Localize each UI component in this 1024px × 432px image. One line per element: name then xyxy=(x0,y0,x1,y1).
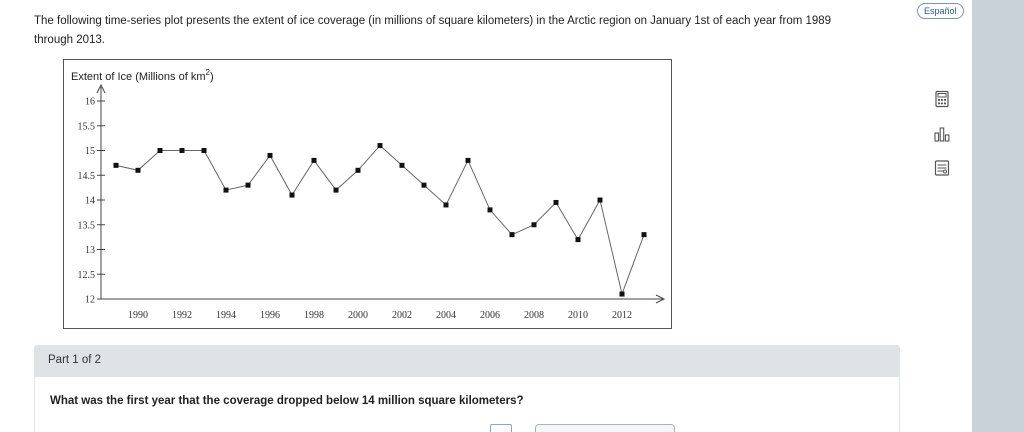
ice-extent-series xyxy=(113,143,647,297)
x-tick-label: 1998 xyxy=(304,310,324,321)
data-point xyxy=(619,291,625,297)
data-point xyxy=(531,222,537,228)
y-tick-label: 15 xyxy=(85,146,95,157)
language-button[interactable]: Español xyxy=(917,3,964,19)
problem-statement: The following time-series plot presents … xyxy=(34,12,894,50)
y-tick-label: 14 xyxy=(85,196,95,207)
data-point xyxy=(399,162,405,168)
answer-input[interactable] xyxy=(490,424,512,432)
chart-axes xyxy=(96,83,666,304)
x-tick-label: 2002 xyxy=(392,310,412,321)
data-point xyxy=(377,143,383,149)
data-point xyxy=(201,148,207,153)
data-point xyxy=(553,199,559,205)
question-panel: What was the first year that the coverag… xyxy=(34,377,900,432)
data-point xyxy=(443,202,449,208)
right-tool-rail xyxy=(912,0,972,432)
data-point xyxy=(597,197,603,203)
x-tick-label: 1996 xyxy=(260,310,280,321)
x-tick-label: 2008 xyxy=(524,310,544,321)
data-point xyxy=(223,187,229,193)
data-point xyxy=(641,232,647,238)
chart-title-main: Extent of Ice (Millions of km xyxy=(71,71,206,83)
data-point xyxy=(333,187,339,193)
chart-canvas: Extent of Ice (Millions of km2) 12 12.5 13… xyxy=(71,68,666,321)
chart-title-superscript: 2 xyxy=(206,68,211,77)
data-table-icon[interactable] xyxy=(932,158,952,178)
x-tick-label: 2004 xyxy=(436,310,456,321)
x-tick-label: 2006 xyxy=(480,310,500,321)
data-point xyxy=(355,167,361,173)
y-tick-label: 14.5 xyxy=(78,171,96,182)
chart-title: Extent of Ice (Millions of km2) xyxy=(71,68,214,83)
data-point xyxy=(289,192,295,198)
y-axis-arrow xyxy=(96,83,106,94)
data-point xyxy=(421,182,427,188)
part-label: Part 1 of 2 xyxy=(48,354,102,366)
y-tick-label: 12 xyxy=(85,295,95,306)
main-panel: The following time-series plot presents … xyxy=(0,0,912,432)
problem-text-line-2: through 2013. xyxy=(34,34,105,46)
data-point xyxy=(135,167,141,173)
data-point xyxy=(157,148,163,153)
x-tick-label: 2010 xyxy=(568,310,588,321)
x-tick-label: 2000 xyxy=(348,310,368,321)
bar-chart-icon[interactable] xyxy=(932,124,952,144)
x-axis-arrow xyxy=(655,294,666,304)
calculator-icon[interactable] xyxy=(932,89,952,109)
y-tick-label: 16 xyxy=(85,97,95,108)
x-axis-ticks: 1990 1992 1994 1996 1998 2000 2002 2004 2006 2008… xyxy=(128,310,632,321)
y-tick-label: 15.5 xyxy=(78,121,96,132)
series-line xyxy=(115,144,645,296)
data-point xyxy=(267,152,273,158)
y-tick-label: 13.5 xyxy=(78,220,96,231)
data-point xyxy=(311,157,317,163)
y-axis-ticks: 12 12.5 13 13.5 14 14.5 15 15.5 16 xyxy=(78,97,105,306)
x-tick-label: 2012 xyxy=(612,310,632,321)
data-point xyxy=(113,162,119,168)
x-tick-label: 1990 xyxy=(128,310,148,321)
data-point xyxy=(245,182,251,188)
problem-text-line-1: The following time-series plot presents … xyxy=(34,15,832,27)
x-tick-label: 1994 xyxy=(216,310,236,321)
answer-dropdown[interactable] xyxy=(535,424,675,432)
y-tick-label: 13 xyxy=(85,245,95,256)
chart-title-end: ) xyxy=(210,71,214,83)
y-tick-label: 12.5 xyxy=(78,270,96,281)
x-tick-label: 1992 xyxy=(172,310,192,321)
time-series-chart: Extent of Ice (Millions of km2) 12 12.5 13… xyxy=(63,59,672,329)
data-point xyxy=(465,157,471,163)
question-text: What was the first year that the coverag… xyxy=(50,395,524,407)
data-point xyxy=(487,207,493,213)
data-point xyxy=(575,237,581,243)
part-header: Part 1 of 2 xyxy=(34,345,900,377)
data-point xyxy=(509,232,515,238)
data-point xyxy=(179,148,185,153)
